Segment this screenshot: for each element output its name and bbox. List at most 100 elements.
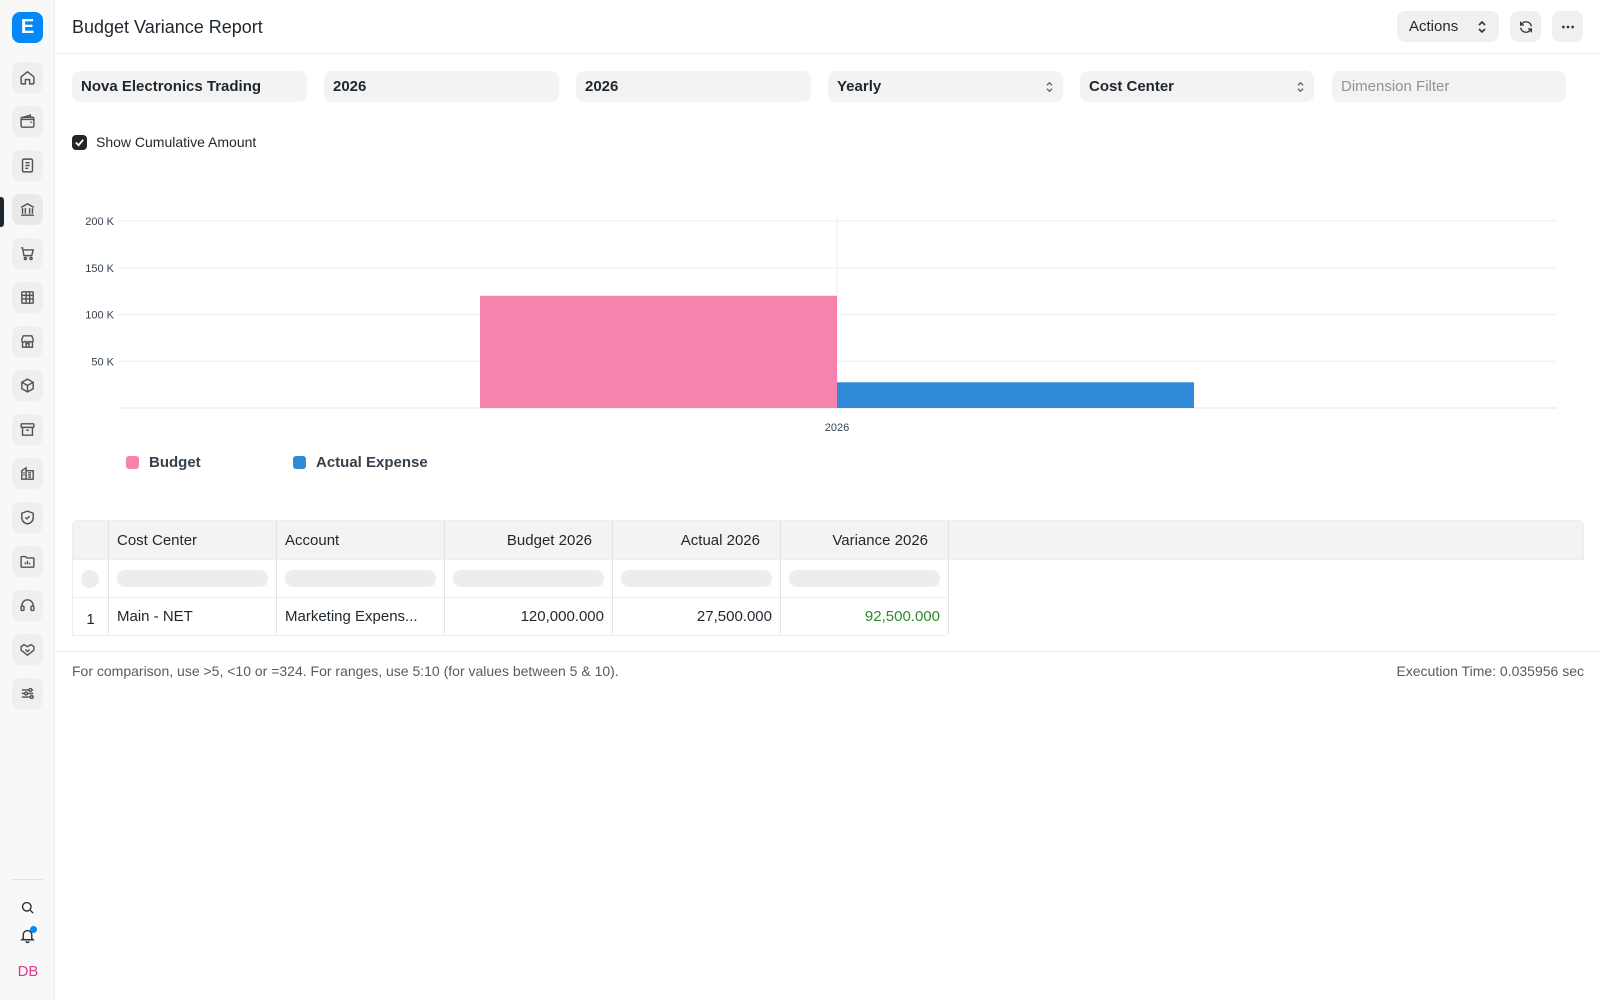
chevron-up-down-icon bbox=[1296, 81, 1305, 93]
filter-input-account[interactable] bbox=[285, 570, 436, 587]
y-tick-label: 200 K bbox=[85, 216, 114, 228]
column-header-label: Account bbox=[285, 531, 340, 549]
filter-cell-account[interactable] bbox=[277, 560, 445, 597]
column-header-label: Cost Center bbox=[117, 531, 198, 549]
page-title: Budget Variance Report bbox=[72, 17, 263, 37]
filter-cell-index bbox=[73, 560, 109, 597]
filter-cell-budget[interactable] bbox=[445, 560, 613, 597]
company-value: Nova Electronics Trading bbox=[81, 78, 262, 95]
building-icon[interactable] bbox=[12, 458, 43, 489]
footer-divider bbox=[56, 651, 1600, 652]
page-header: Budget Variance Report Actions bbox=[56, 0, 1600, 54]
report-table: Cost Center Account Budget 2026 Actual 2… bbox=[72, 520, 1584, 636]
bar-budget bbox=[480, 295, 837, 408]
column-header-label: Budget 2026 bbox=[506, 531, 592, 549]
store-icon[interactable] bbox=[12, 326, 43, 357]
dimension-filter-input[interactable]: Dimension Filter bbox=[1332, 71, 1566, 102]
actions-button[interactable]: Actions bbox=[1397, 11, 1499, 42]
filter-input-cost-center[interactable] bbox=[117, 570, 268, 587]
column-header-cost-center[interactable]: Cost Center bbox=[109, 521, 277, 559]
column-header-actual[interactable]: Actual 2026 bbox=[613, 521, 781, 559]
filter-input-variance[interactable] bbox=[789, 570, 940, 587]
filter-hint-text: For comparison, use >5, <10 or =324. For… bbox=[72, 663, 619, 679]
company-filter[interactable]: Nova Electronics Trading bbox=[72, 71, 307, 102]
chevron-up-down-icon bbox=[1477, 20, 1487, 34]
avatar[interactable]: DB bbox=[17, 962, 39, 980]
show-cumulative-option[interactable]: Show Cumulative Amount bbox=[72, 134, 256, 150]
legend-item-actual-expense[interactable]: Actual Expense bbox=[293, 454, 428, 471]
handshake-icon[interactable] bbox=[12, 634, 43, 665]
cart-icon[interactable] bbox=[12, 238, 43, 269]
check-icon bbox=[75, 138, 84, 147]
more-dots-icon bbox=[1561, 25, 1574, 28]
shield-icon[interactable] bbox=[12, 502, 43, 533]
x-tick-label: 2026 bbox=[825, 422, 849, 434]
column-header-budget[interactable]: Budget 2026 bbox=[445, 521, 613, 559]
sidebar-divider bbox=[12, 879, 43, 880]
budget-against-select[interactable]: Cost Center bbox=[1080, 71, 1314, 102]
period-value: Yearly bbox=[837, 78, 882, 95]
dimension-filter-placeholder: Dimension Filter bbox=[1341, 78, 1450, 95]
y-tick-label: 50 K bbox=[91, 356, 114, 368]
to-fiscal-year-filter[interactable]: 2026 bbox=[576, 71, 811, 102]
active-nav-marker bbox=[0, 197, 4, 227]
row-index: 1 bbox=[73, 598, 109, 635]
wallet-icon[interactable] bbox=[12, 106, 43, 137]
bank-icon[interactable] bbox=[12, 194, 43, 225]
table-icon[interactable] bbox=[12, 282, 43, 313]
package-icon[interactable] bbox=[12, 370, 43, 401]
table-row[interactable]: 1 Main - NET Marketing Expens... 120,000… bbox=[72, 598, 949, 636]
more-button[interactable] bbox=[1552, 11, 1583, 42]
filter-input-actual[interactable] bbox=[621, 570, 772, 587]
filter-cell-variance[interactable] bbox=[781, 560, 949, 597]
from-fiscal-year-value: 2026 bbox=[333, 78, 367, 95]
actions-label: Actions bbox=[1409, 18, 1459, 35]
cell-variance[interactable]: 92,500.000 bbox=[781, 598, 949, 635]
column-header-label: Actual 2026 bbox=[680, 531, 760, 549]
legend-item-budget[interactable]: Budget bbox=[126, 454, 201, 471]
bar-actual-expense bbox=[837, 382, 1194, 408]
legend-label-budget: Budget bbox=[149, 454, 201, 471]
cell-actual[interactable]: 27,500.000 bbox=[613, 598, 781, 635]
folder-chart-icon[interactable] bbox=[12, 546, 43, 577]
home-icon[interactable] bbox=[12, 62, 43, 93]
settings-sliders-icon[interactable] bbox=[12, 678, 43, 709]
legend-label-actual-expense: Actual Expense bbox=[316, 454, 428, 471]
search-icon[interactable] bbox=[16, 896, 39, 919]
cell-cost-center[interactable]: Main - NET bbox=[109, 598, 277, 635]
headset-icon[interactable] bbox=[12, 590, 43, 621]
y-tick-label: 100 K bbox=[85, 310, 114, 322]
bell-icon[interactable] bbox=[16, 924, 39, 947]
period-select[interactable]: Yearly bbox=[828, 71, 1063, 102]
notification-dot bbox=[30, 926, 37, 933]
column-header-label: Variance 2026 bbox=[832, 531, 928, 549]
chevron-up-down-icon bbox=[1045, 81, 1054, 93]
cell-account[interactable]: Marketing Expens... bbox=[277, 598, 445, 635]
from-fiscal-year-filter[interactable]: 2026 bbox=[324, 71, 559, 102]
y-tick-label: 150 K bbox=[85, 263, 114, 275]
filter-cell-actual[interactable] bbox=[613, 560, 781, 597]
filter-cell-cost-center[interactable] bbox=[109, 560, 277, 597]
archive-icon[interactable] bbox=[12, 414, 43, 445]
budget-variance-chart: 50 K 100 K 150 K 200 K 2026 bbox=[85, 214, 1556, 434]
filter-input-budget[interactable] bbox=[453, 570, 604, 587]
filter-placeholder-dot bbox=[81, 569, 99, 588]
refresh-icon bbox=[1519, 20, 1532, 33]
document-icon[interactable] bbox=[12, 150, 43, 181]
cell-budget[interactable]: 120,000.000 bbox=[445, 598, 613, 635]
refresh-button[interactable] bbox=[1510, 11, 1541, 42]
app-logo[interactable]: E bbox=[12, 12, 43, 43]
legend-swatch-actual-expense bbox=[293, 456, 306, 469]
column-header-variance[interactable]: Variance 2026 bbox=[781, 521, 949, 559]
column-filter-row bbox=[72, 560, 949, 598]
show-cumulative-checkbox[interactable] bbox=[72, 134, 87, 150]
sidebar: E bbox=[0, 0, 55, 1000]
to-fiscal-year-value: 2026 bbox=[585, 78, 619, 95]
column-header-account[interactable]: Account bbox=[277, 521, 445, 559]
show-cumulative-label: Show Cumulative Amount bbox=[96, 134, 257, 150]
table-header: Cost Center Account Budget 2026 Actual 2… bbox=[72, 520, 1584, 560]
legend-swatch-budget bbox=[126, 456, 139, 469]
row-index-header bbox=[73, 521, 109, 559]
budget-against-value: Cost Center bbox=[1089, 78, 1175, 95]
